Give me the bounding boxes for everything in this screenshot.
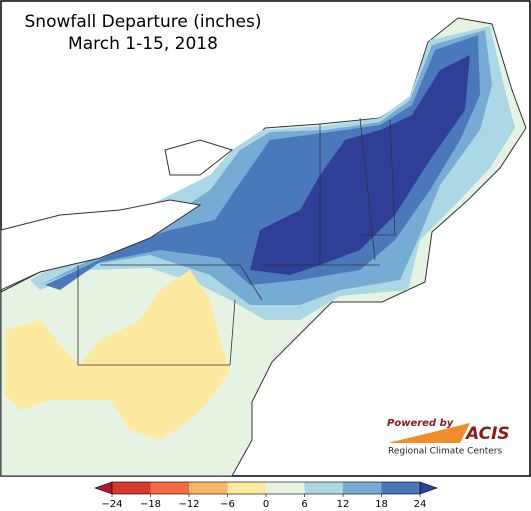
colorbar: −24 −18 −12 −6 0 6 12 18 24 <box>94 481 438 510</box>
tick-label: 12 <box>337 499 350 510</box>
color-bin <box>227 482 266 494</box>
color-bin <box>343 482 382 494</box>
tick-label: −24 <box>101 499 122 510</box>
tick-label: −6 <box>220 499 235 510</box>
map-subtitle: March 1-15, 2018 <box>68 34 218 54</box>
tick-label: −18 <box>140 499 161 510</box>
tick-label: −12 <box>178 499 199 510</box>
tick-label: 0 <box>263 499 269 510</box>
logo: Powered by ACIS Regional Climate Centers <box>387 418 510 457</box>
logo-org: Regional Climate Centers <box>388 447 502 457</box>
lake <box>0 199 202 291</box>
color-bin <box>304 482 343 494</box>
logo-powered: Powered by <box>387 418 454 429</box>
tick-label: 18 <box>375 499 388 510</box>
tick-label: 24 <box>414 499 427 510</box>
lake <box>164 139 234 176</box>
color-bin <box>266 482 305 494</box>
color-bin <box>112 482 151 494</box>
state-lines <box>77 117 396 366</box>
color-bin <box>381 482 420 494</box>
logo-name: ACIS <box>464 424 510 444</box>
color-extend-high <box>419 481 438 495</box>
color-bin <box>150 482 189 494</box>
map <box>0 0 531 477</box>
tick-label: 6 <box>301 499 307 510</box>
snow-extreme <box>250 55 470 275</box>
deficit-area <box>5 270 230 440</box>
logo-swoosh <box>388 423 470 443</box>
map-title: Snowfall Departure (inches) <box>25 12 262 32</box>
color-extend-low <box>94 481 113 495</box>
color-bin <box>189 482 228 494</box>
